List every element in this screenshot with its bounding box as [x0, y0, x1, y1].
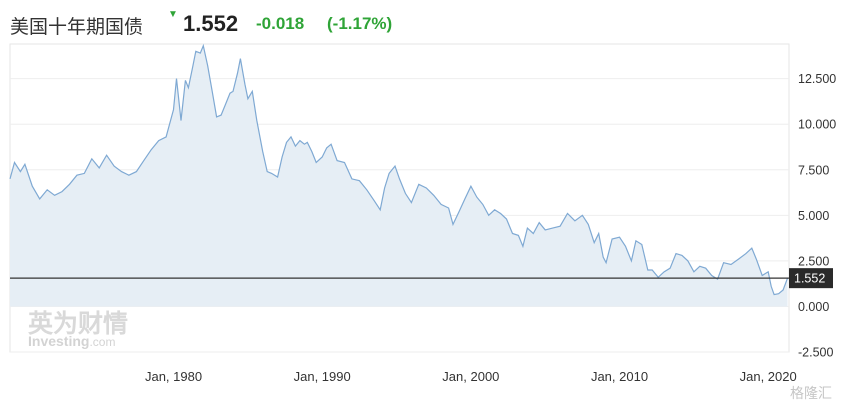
watermark-brand-en: Investing.com — [28, 333, 115, 349]
x-tick-label: Jan, 1990 — [294, 369, 351, 384]
x-tick-label: Jan, 1980 — [145, 369, 202, 384]
corner-watermark: 格隆汇 — [790, 386, 832, 402]
y-tick-label: 12.500 — [798, 72, 836, 86]
current-value-tag-bg — [789, 268, 833, 289]
y-tick-label: -2.500 — [798, 346, 833, 360]
x-axis: Jan, 1980 Jan, 1990 Jan, 2000 Jan, 2010 Jan,… — [145, 369, 797, 384]
current-value-label: 1.552 — [794, 272, 825, 286]
y-tick-label: 7.500 — [798, 163, 829, 177]
price-change-percent: (-1.17%) — [327, 14, 393, 33]
y-axis: 12.500 10.000 7.500 5.000 2.500 0.000 -2.500 — [798, 72, 836, 359]
y-tick-label: 10.000 — [798, 118, 836, 132]
current-value-tag: 1.552 — [789, 268, 833, 289]
last-price: 1.552 — [183, 11, 239, 36]
series-line — [9, 43, 789, 296]
instrument-title: 美国十年期国债 — [10, 17, 144, 38]
y-tick-label: 2.500 — [798, 254, 829, 268]
watermark: 英为财情 Investing.com — [28, 309, 128, 349]
y-tick-label: 5.000 — [798, 209, 829, 223]
triangle-down-icon: ▼ — [168, 9, 178, 20]
x-tick-label: Jan, 2000 — [442, 369, 499, 384]
watermark-brand-suffix: .com — [89, 335, 115, 349]
price-change: -0.018 — [256, 14, 305, 33]
y-tick-label: 0.000 — [798, 300, 829, 314]
watermark-brand-name: Investing — [28, 333, 89, 349]
x-tick-label: Jan, 2010 — [591, 369, 648, 384]
quote-header: 美国十年期国债 ▼ 1.552 -0.018 (-1.17%) — [0, 0, 865, 44]
watermark-brand-cn: 英为财情 — [28, 309, 128, 338]
x-tick-label: Jan, 2020 — [740, 369, 797, 384]
